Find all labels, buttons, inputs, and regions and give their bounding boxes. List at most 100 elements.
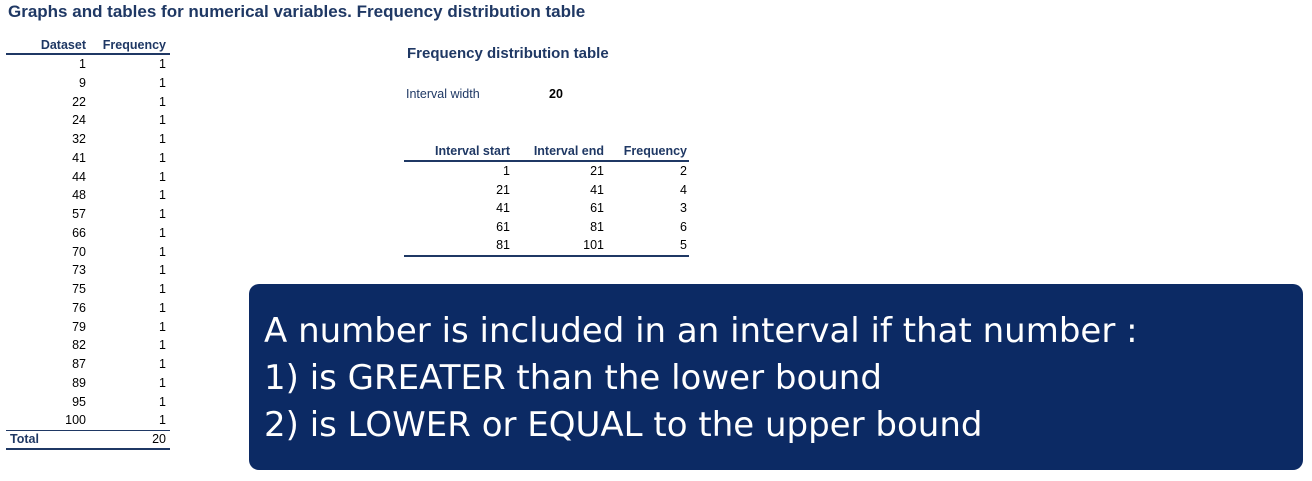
dataset-value-cell: 73 xyxy=(72,263,86,278)
dataset-value-cell: 75 xyxy=(72,282,86,296)
dataset-frequency-cell: 1 xyxy=(159,207,166,221)
dataset-value-cell: 76 xyxy=(72,300,86,315)
dataset-value-cell: 57 xyxy=(72,207,86,221)
interval-frequency-cell: 5 xyxy=(680,238,687,252)
dataset-value-cell: 32 xyxy=(72,132,86,146)
dataset-frequency-cell: 1 xyxy=(159,413,166,428)
dataset-value-cell: 100 xyxy=(65,413,86,428)
callout-line-1: A number is included in an interval if t… xyxy=(264,311,1138,351)
dataset-value-cell: 9 xyxy=(79,75,86,90)
interval-end-cell: 21 xyxy=(590,164,604,178)
fd-table-bottom-rule xyxy=(404,254,689,257)
interval-width-value: 20 xyxy=(549,87,563,101)
dataset-frequency-cell: 1 xyxy=(159,319,166,334)
fd-row: 81 101 5 xyxy=(404,236,689,255)
dataset-frequency-cell: 1 xyxy=(159,394,166,409)
dataset-frequency-cell: 1 xyxy=(159,113,166,128)
dataset-value-cell: 48 xyxy=(72,188,86,203)
dataset-frequency-cell: 1 xyxy=(159,75,166,90)
dataset-row: 48 1 xyxy=(6,186,170,205)
dataset-frequency-cell: 1 xyxy=(159,300,166,315)
header-frequency: Frequency xyxy=(102,38,166,52)
dataset-total-row: Total 20 xyxy=(6,430,170,450)
header-dataset: Dataset xyxy=(40,38,86,52)
dataset-table-header: Dataset Frequency xyxy=(6,37,170,55)
dataset-value-cell: 70 xyxy=(72,244,86,259)
dataset-row: 70 1 xyxy=(6,243,170,262)
dataset-frequency-cell: 1 xyxy=(159,132,166,146)
dataset-row: 44 1 xyxy=(6,168,170,187)
dataset-value-cell: 66 xyxy=(72,225,86,240)
page-title: Graphs and tables for numerical variable… xyxy=(8,2,586,21)
interval-end-cell: 61 xyxy=(590,201,604,215)
dataset-value-cell: 82 xyxy=(72,338,86,353)
dataset-row: 89 1 xyxy=(6,374,170,393)
fd-row: 61 81 6 xyxy=(404,218,689,237)
interval-start-cell: 61 xyxy=(496,219,510,234)
dataset-value-cell: 1 xyxy=(79,57,86,71)
dataset-row: 22 1 xyxy=(6,93,170,112)
interval-start-cell: 1 xyxy=(503,164,510,178)
fd-table-header: Interval start Interval end Frequency xyxy=(404,143,689,162)
dataset-row: 32 1 xyxy=(6,130,170,149)
dataset-frequency-cell: 1 xyxy=(159,57,166,71)
header-interval-start: Interval start xyxy=(434,144,510,158)
interval-end-cell: 101 xyxy=(583,238,604,252)
dataset-row: 57 1 xyxy=(6,205,170,224)
interval-start-cell: 21 xyxy=(496,182,510,197)
dataset-frequency-cell: 1 xyxy=(159,150,166,165)
dataset-row: 76 1 xyxy=(6,299,170,318)
dataset-frequency-cell: 1 xyxy=(159,94,166,109)
header-fd-frequency: Frequency xyxy=(623,144,687,158)
dataset-row: 66 1 xyxy=(6,224,170,243)
interval-start-cell: 41 xyxy=(496,201,510,215)
fd-row: 41 61 3 xyxy=(404,199,689,218)
callout-line-2: 1) is GREATER than the lower bound xyxy=(264,358,882,398)
callout-line-3: 2) is LOWER or EQUAL to the upper bound xyxy=(264,405,983,445)
dataset-frequency-cell: 1 xyxy=(159,357,166,371)
dataset-frequency-cell: 1 xyxy=(159,169,166,184)
dataset-row: 95 1 xyxy=(6,393,170,412)
dataset-row: 100 1 xyxy=(6,411,170,430)
frequency-distribution-table: Interval start Interval end Frequency 1 2… xyxy=(404,143,689,257)
interval-frequency-cell: 4 xyxy=(680,182,687,197)
interval-start-cell: 81 xyxy=(496,238,510,252)
dataset-value-cell: 95 xyxy=(72,394,86,409)
dataset-value-cell: 22 xyxy=(72,94,86,109)
dataset-frequency-cell: 1 xyxy=(159,244,166,259)
dataset-row: 41 1 xyxy=(6,149,170,168)
total-label: Total xyxy=(10,432,39,446)
dataset-frequency-cell: 1 xyxy=(159,225,166,240)
interval-frequency-cell: 2 xyxy=(680,164,687,178)
dataset-value-cell: 89 xyxy=(72,375,86,390)
dataset-value-cell: 24 xyxy=(72,113,86,128)
dataset-frequency-cell: 1 xyxy=(159,282,166,296)
interval-frequency-cell: 6 xyxy=(680,219,687,234)
dataset-frequency-cell: 1 xyxy=(159,375,166,390)
interval-width-label: Interval width xyxy=(406,87,480,101)
frequency-distribution-title: Frequency distribution table xyxy=(407,45,609,62)
dataset-row: 79 1 xyxy=(6,318,170,337)
fd-row: 1 21 2 xyxy=(404,162,689,181)
interval-end-cell: 81 xyxy=(590,219,604,234)
dataset-frequency-cell: 1 xyxy=(159,263,166,278)
total-value: 20 xyxy=(152,432,166,446)
dataset-frequency-cell: 1 xyxy=(159,188,166,203)
dataset-value-cell: 44 xyxy=(72,169,86,184)
dataset-row: 73 1 xyxy=(6,261,170,280)
fd-row: 21 41 4 xyxy=(404,181,689,200)
dataset-table-body: 1 1 9 1 22 1 24 1 32 1 41 1 44 1 48 1 57 1 66 1 70 1 73 1 75 1 76 1… xyxy=(6,55,170,430)
dataset-table: Dataset Frequency 1 1 9 1 22 1 24 1 32 1 41 1 44 1 48 1… xyxy=(6,37,170,450)
dataset-value-cell: 79 xyxy=(72,319,86,334)
dataset-value-cell: 87 xyxy=(72,357,86,371)
header-interval-end: Interval end xyxy=(533,144,604,158)
dataset-value-cell: 41 xyxy=(72,150,86,165)
dataset-row: 75 1 xyxy=(6,280,170,299)
dataset-frequency-cell: 1 xyxy=(159,338,166,353)
fd-table-body: 1 21 2 21 41 4 41 61 3 61 81 6 81 101 5 xyxy=(404,162,689,255)
dataset-row: 87 1 xyxy=(6,355,170,374)
dataset-row: 82 1 xyxy=(6,336,170,355)
dataset-row: 24 1 xyxy=(6,111,170,130)
